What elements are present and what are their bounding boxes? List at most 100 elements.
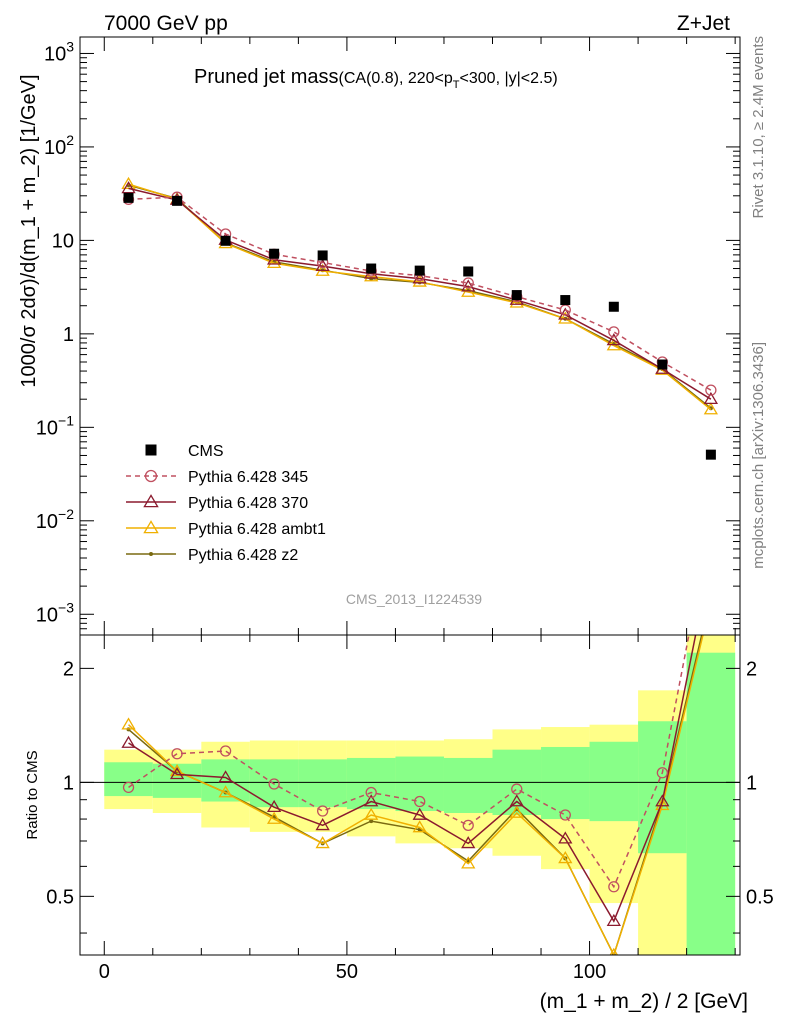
x-tick-label: 0: [99, 961, 110, 983]
ratio-panel: 0.5 0.5 1 1 2 2 0 50 100 Ratio to CMS (m_1 + m_2…: [24, 516, 774, 1013]
legend-marker-3: [143, 520, 159, 534]
ratio-point-1-2: [218, 770, 233, 783]
tick-base: 1: [63, 324, 74, 346]
legend: CMS Pythia 6.428 345 Pythia 6.428 370 Pythi…: [126, 443, 326, 564]
tick-base: 10: [36, 417, 58, 439]
ratio-frame: [79, 634, 741, 956]
ratio-point-1-10: [606, 913, 621, 926]
main-line-1: [128, 196, 712, 391]
inner-band-4: [298, 759, 347, 808]
main-point-2-4: [315, 258, 330, 272]
ratio-point-3-12: [709, 594, 713, 598]
inner-band-5: [346, 757, 396, 810]
ratio-point-0-0: [122, 781, 135, 794]
ratio-point-2-6: [412, 820, 427, 833]
main-point-0-10: [608, 301, 619, 312]
ratio-line-0: [128, 635, 690, 889]
main-title: Pruned jet mass(CA(0.8), 220<pT<300, |y|…: [194, 66, 558, 91]
main-point-3-6: [412, 274, 427, 287]
tick-exponent: −1: [58, 412, 74, 428]
tick-exponent: −2: [58, 506, 74, 522]
x-tick-label: 100: [573, 961, 606, 983]
legend-marker-1: [144, 469, 158, 483]
ratio-point-0-3: [268, 778, 280, 790]
ratio-point-0-12: [706, 516, 716, 526]
ratio-y-tick-label-right: 2: [746, 658, 757, 680]
main-point-2-0: [121, 181, 136, 194]
legend-label-2: Pythia 6.428 370: [188, 495, 308, 512]
ratio-line-1: [128, 635, 697, 923]
ratio-y-tick-label-right: 0.5: [746, 886, 774, 908]
main-point-2-6: [412, 271, 427, 284]
ratio-y-tick-label: 0.5: [46, 886, 74, 908]
ratio-point-1-8: [509, 794, 524, 807]
main-point-0-1: [172, 195, 183, 206]
legend-marker-2: [143, 494, 159, 508]
ratio-point-1-12: [705, 553, 717, 563]
ratio-point-2-10: [609, 947, 619, 955]
tick-exponent: 2: [66, 132, 74, 148]
main-point-2-7: [461, 279, 476, 292]
inner-band-9: [541, 746, 590, 820]
tick-base: 10: [36, 604, 58, 626]
main-title-main: Pruned jet mass: [194, 66, 339, 88]
main-point-1-12: [705, 384, 717, 396]
ratio-point-0-8: [511, 783, 523, 795]
ratio-point-2-8: [509, 805, 524, 818]
ratio-point-2-12: [705, 596, 717, 606]
main-point-1-7: [462, 277, 474, 289]
main-title-sub-subscript: T: [453, 79, 460, 91]
ratio-point-1-4: [315, 818, 330, 831]
ratio-point-0-2: [219, 745, 232, 757]
ratio-point-2-4: [315, 836, 330, 849]
legend-marker-4: [149, 552, 153, 556]
tick-base: 10: [52, 230, 74, 252]
tick-base: 10: [36, 511, 58, 533]
main-y-tick-label: 10−1: [36, 412, 74, 439]
main-y-tick-label: 10−3: [36, 599, 74, 626]
ratio-y-axis-label: Ratio to CMS: [24, 750, 41, 839]
inner-band-12: [686, 652, 736, 955]
main-frame: [79, 36, 741, 636]
inner-band-10: [589, 741, 639, 822]
main-point-0-2: [220, 235, 231, 246]
inner-band-2: [201, 759, 250, 802]
ratio-point-0-4: [316, 805, 329, 817]
main-y-tick-label: 102: [44, 132, 74, 159]
inner-band-6: [395, 756, 444, 812]
main-point-0-9: [560, 295, 571, 306]
ratio-point-1-7: [461, 836, 476, 849]
ratio-y-tick-label-right: 1: [746, 772, 757, 794]
main-point-0-0: [123, 192, 134, 203]
main-point-0-12: [705, 449, 716, 460]
main-point-1-10: [608, 326, 620, 338]
main-point-0-4: [317, 250, 328, 261]
ratio-point-1-1: [169, 767, 185, 780]
main-y-tick-label: 10: [52, 230, 74, 252]
ratio-point-1-11: [655, 794, 670, 807]
ratio-point-2-2: [218, 785, 233, 798]
main-point-0-3: [269, 248, 280, 259]
ratio-y-tick-label: 1: [63, 772, 74, 794]
header-right-label: Z+Jet: [677, 12, 730, 35]
tick-base: 10: [44, 137, 66, 159]
main-point-0-8: [511, 290, 522, 301]
ratio-point-1-5: [364, 794, 379, 807]
main-point-3-0: [121, 176, 136, 189]
ratio-point-0-5: [365, 786, 377, 799]
main-point-0-7: [463, 266, 474, 277]
legend-marker-0: [145, 444, 157, 456]
ratio-point-0-10: [608, 881, 620, 893]
main-title-sub-tail: <300, |y|<2.5): [460, 70, 558, 87]
main-point-2-12: [703, 391, 719, 405]
main-line-3: [128, 183, 712, 411]
main-y-tick-label: 10−2: [36, 506, 74, 533]
legend-label-1: Pythia 6.428 345: [188, 469, 308, 486]
main-point-0-6: [414, 265, 425, 276]
main-point-3-3: [266, 255, 282, 269]
ratio-point-2-3: [266, 811, 282, 824]
ratio-point-0-11: [656, 767, 669, 779]
tick-exponent: 3: [66, 38, 74, 54]
